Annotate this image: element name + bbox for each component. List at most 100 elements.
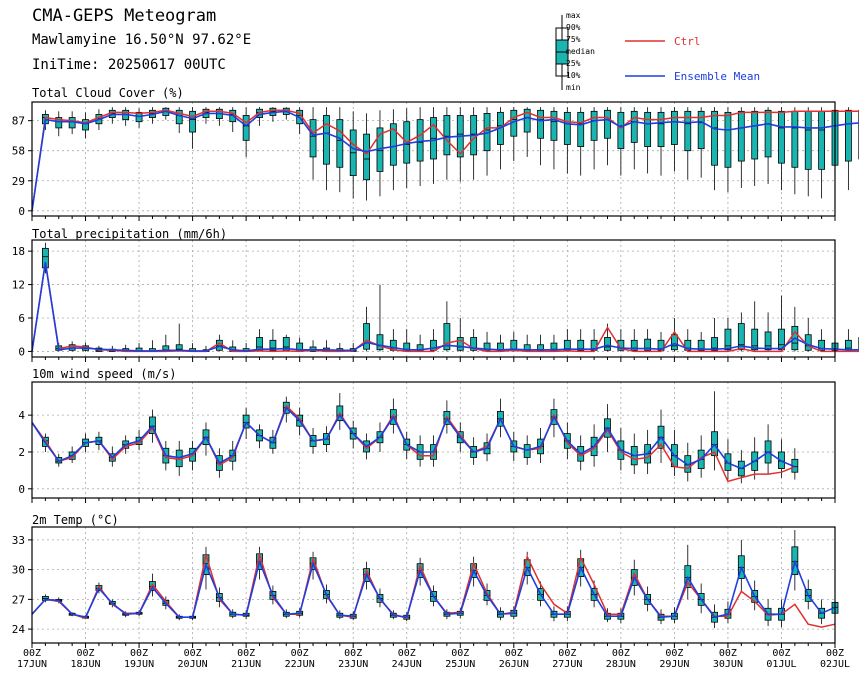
ctrl-line bbox=[31, 404, 796, 483]
box-iqr bbox=[376, 334, 384, 351]
box-iqr bbox=[751, 328, 759, 351]
x-tick-label-time: 00Z bbox=[665, 648, 683, 659]
box-iqr bbox=[644, 111, 652, 147]
y-tick-label: 58 bbox=[12, 145, 25, 158]
y-tick-label: 0 bbox=[18, 345, 25, 358]
ensemble-mean-line bbox=[31, 406, 796, 470]
panel-2 bbox=[28, 381, 836, 503]
box-iqr bbox=[456, 337, 464, 351]
box-iqr bbox=[617, 111, 625, 150]
box-iqr bbox=[363, 323, 370, 350]
box-iqr bbox=[537, 109, 544, 139]
x-tick-label-date: 28JUN bbox=[606, 659, 636, 670]
box-iqr bbox=[389, 123, 397, 166]
x-tick-label-date: 24JUN bbox=[392, 659, 422, 670]
box-iqr bbox=[630, 110, 638, 143]
x-tick-label-date: 20JUN bbox=[178, 659, 208, 670]
y-tick-label: 0 bbox=[18, 205, 25, 218]
box-iqr bbox=[416, 119, 424, 162]
x-tick-label-date: 26JUN bbox=[499, 659, 529, 670]
box-iqr bbox=[242, 115, 250, 141]
legend-label-1: 90% bbox=[566, 23, 581, 32]
x-tick-label-date: 18JUN bbox=[70, 659, 100, 670]
y-tick-label: 87 bbox=[12, 115, 25, 128]
box-iqr bbox=[41, 247, 49, 269]
box-iqr bbox=[724, 111, 732, 168]
box-iqr bbox=[671, 334, 678, 351]
box-iqr bbox=[804, 334, 812, 351]
box-iqr bbox=[697, 339, 705, 351]
box-iqr bbox=[644, 338, 652, 351]
box-iqr bbox=[791, 110, 799, 168]
box-iqr bbox=[844, 339, 852, 351]
box-iqr bbox=[577, 339, 585, 351]
panel-3 bbox=[28, 526, 839, 648]
box-iqr bbox=[711, 337, 718, 351]
x-tick-label-time: 00Z bbox=[130, 648, 148, 659]
x-tick-label-time: 00Z bbox=[505, 648, 523, 659]
box-iqr bbox=[751, 110, 759, 160]
x-tick-label-time: 00Z bbox=[237, 648, 255, 659]
box-iqr bbox=[844, 109, 852, 162]
legend-ctrl-label: Ctrl bbox=[674, 35, 701, 48]
x-tick-label-date: 30JUN bbox=[713, 659, 743, 670]
y-tick-label: 6 bbox=[18, 312, 25, 325]
legend bbox=[555, 15, 665, 90]
y-tick-label: 29 bbox=[12, 175, 25, 188]
box-iqr bbox=[590, 110, 598, 141]
meteogram-title: CMA-GEPS Meteogram bbox=[32, 6, 217, 26]
y-tick-label: 30 bbox=[12, 564, 25, 577]
box-iqr bbox=[443, 323, 451, 351]
legend-label-2: 75% bbox=[566, 35, 581, 44]
panel-title-1: Total precipitation (mm/6h) bbox=[32, 227, 227, 241]
ensemble-mean-line bbox=[31, 262, 859, 352]
box-iqr bbox=[711, 110, 718, 166]
box-iqr bbox=[323, 115, 330, 165]
box-iqr bbox=[818, 339, 826, 351]
box-iqr bbox=[617, 339, 625, 351]
box-iqr bbox=[630, 339, 638, 351]
panel-title-2: 10m wind speed (m/s) bbox=[32, 367, 177, 381]
box-iqr bbox=[443, 115, 451, 156]
box-iqr bbox=[523, 444, 531, 458]
box-iqr bbox=[577, 111, 585, 147]
box-iqr bbox=[256, 337, 263, 351]
legend-label-6: min bbox=[566, 83, 581, 92]
legend-label-5: 10% bbox=[566, 71, 581, 80]
box-iqr bbox=[550, 110, 558, 141]
box-iqr bbox=[737, 323, 745, 351]
x-tick-label-time: 00Z bbox=[826, 648, 844, 659]
x-tick-label-time: 00Z bbox=[398, 648, 416, 659]
box-iqr bbox=[671, 110, 678, 145]
y-tick-label: 12 bbox=[12, 279, 25, 292]
box-iqr bbox=[430, 339, 437, 351]
box-iqr bbox=[684, 110, 692, 152]
box-iqr bbox=[724, 328, 732, 351]
ctrl-line bbox=[31, 109, 859, 211]
y-tick-label: 0 bbox=[18, 483, 25, 496]
box-iqr bbox=[657, 111, 665, 147]
x-tick-label-date: 19JUN bbox=[124, 659, 154, 670]
x-tick-label-date: 27JUN bbox=[552, 659, 582, 670]
box-iqr bbox=[470, 337, 478, 351]
box-iqr bbox=[764, 109, 772, 158]
x-tick-label-time: 00Z bbox=[719, 648, 737, 659]
box-iqr bbox=[764, 331, 772, 351]
x-tick-label-time: 00Z bbox=[77, 648, 95, 659]
legend-mean-label: Ensemble Mean bbox=[674, 70, 760, 83]
box-iqr bbox=[697, 110, 705, 150]
x-tick-label-time: 00Z bbox=[451, 648, 469, 659]
y-tick-label: 2 bbox=[18, 446, 25, 459]
box-iqr bbox=[175, 109, 183, 125]
x-tick-label-time: 00Z bbox=[612, 648, 630, 659]
box-iqr bbox=[604, 337, 611, 351]
panel-title-0: Total Cloud Cover (%) bbox=[32, 86, 184, 100]
location-label: Mawlamyine 16.50°N 97.62°E bbox=[32, 32, 252, 48]
y-tick-label: 27 bbox=[12, 593, 25, 606]
x-tick-label-time: 00Z bbox=[772, 648, 790, 659]
box-iqr bbox=[55, 117, 63, 129]
panel-title-3: 2m Temp (°C) bbox=[32, 513, 119, 527]
ensemble-mean-line bbox=[31, 559, 836, 619]
box-iqr bbox=[737, 110, 745, 162]
